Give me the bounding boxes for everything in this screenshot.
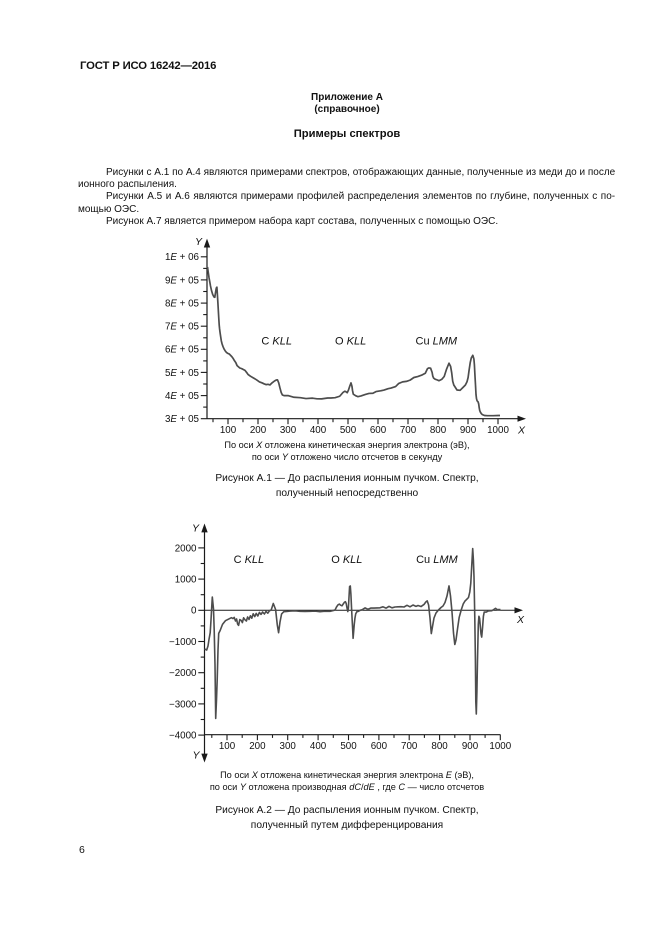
svg-text:1000: 1000 [489, 741, 511, 752]
svg-text:6E + 05: 6E + 05 [165, 345, 200, 356]
svg-text:100: 100 [220, 425, 237, 436]
svg-text:200: 200 [250, 425, 267, 436]
svg-text:5E + 05: 5E + 05 [165, 368, 200, 379]
svg-text:700: 700 [400, 425, 417, 436]
svg-text:800: 800 [430, 425, 447, 436]
svg-text:700: 700 [401, 741, 418, 752]
svg-text:9E + 05: 9E + 05 [165, 275, 200, 286]
svg-text:8E + 05: 8E + 05 [165, 298, 200, 309]
svg-text:Y: Y [192, 750, 200, 762]
svg-text:Y: Y [192, 523, 200, 535]
svg-text:500: 500 [340, 425, 357, 436]
svg-text:7E + 05: 7E + 05 [165, 322, 200, 333]
svg-text:C KLL: C KLL [234, 554, 265, 566]
svg-text:300: 300 [280, 425, 297, 436]
svg-text:0: 0 [191, 606, 197, 617]
svg-text:600: 600 [370, 425, 387, 436]
svg-text:O KLL: O KLL [331, 554, 362, 566]
svg-text:X: X [516, 614, 525, 626]
svg-text:300: 300 [280, 741, 297, 752]
svg-text:−3000: −3000 [169, 699, 197, 710]
svg-text:200: 200 [249, 741, 266, 752]
svg-text:−4000: −4000 [169, 731, 197, 742]
svg-text:3E + 05: 3E + 05 [165, 414, 200, 425]
svg-text:−2000: −2000 [169, 668, 197, 679]
svg-text:O KLL: O KLL [335, 335, 366, 347]
svg-text:100: 100 [219, 741, 236, 752]
svg-text:1000: 1000 [175, 575, 197, 586]
svg-text:−1000: −1000 [169, 637, 197, 648]
svg-text:2000: 2000 [175, 543, 197, 554]
svg-text:400: 400 [310, 741, 327, 752]
svg-text:800: 800 [431, 741, 448, 752]
svg-text:900: 900 [462, 741, 479, 752]
svg-text:600: 600 [371, 741, 388, 752]
svg-text:500: 500 [340, 741, 357, 752]
svg-text:Cu LMM: Cu LMM [416, 335, 458, 347]
svg-text:4E + 05: 4E + 05 [165, 391, 200, 402]
svg-text:1E + 06: 1E + 06 [165, 252, 200, 263]
svg-text:X: X [517, 424, 526, 436]
svg-text:C KLL: C KLL [261, 335, 292, 347]
svg-text:1000: 1000 [487, 425, 509, 436]
svg-text:400: 400 [310, 425, 327, 436]
svg-text:Y: Y [195, 236, 203, 248]
svg-text:900: 900 [460, 425, 477, 436]
svg-text:Cu LMM: Cu LMM [416, 554, 458, 566]
